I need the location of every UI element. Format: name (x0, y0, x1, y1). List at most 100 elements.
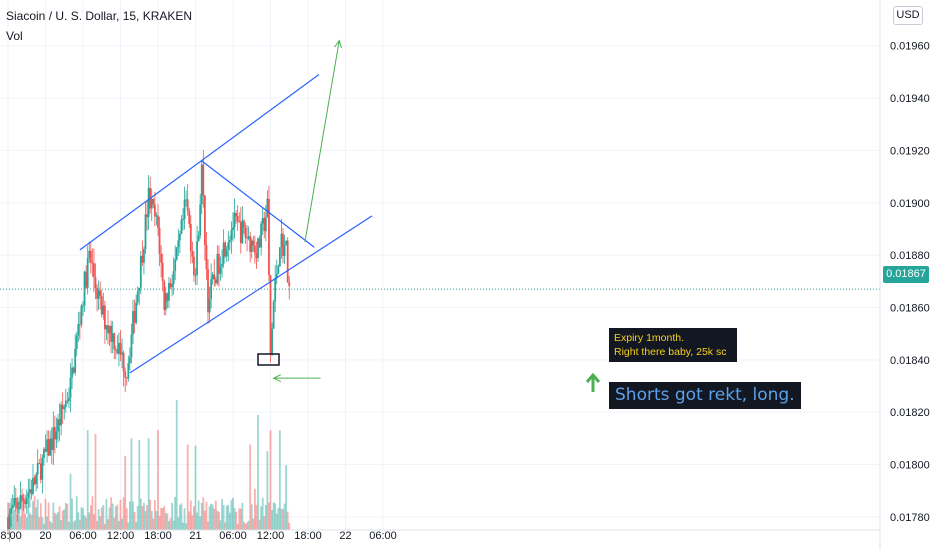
volume-bar (74, 520, 77, 530)
volume-bar (285, 465, 288, 530)
candle-body (44, 448, 47, 452)
volume-bar (133, 511, 136, 530)
currency-button[interactable]: USD (893, 6, 923, 25)
candle-body (155, 215, 158, 217)
shorts-note[interactable]: Shorts got rekt, long. (609, 382, 801, 409)
candle-body (105, 325, 108, 330)
candle-body (168, 283, 170, 301)
volume-bar (228, 512, 231, 530)
candle-body (203, 195, 206, 246)
candle-body (185, 199, 188, 201)
expiry-note[interactable]: Expiry 1month. Right there baby, 25k sc (609, 328, 737, 362)
candle-body (128, 357, 131, 364)
volume-bar (91, 496, 94, 530)
candle-body (228, 239, 231, 243)
volume-bar (47, 502, 50, 530)
expiry-note-line2: Right there baby, 25k sc (614, 346, 727, 358)
candle-body (222, 242, 225, 264)
volume-bar (93, 513, 95, 530)
candle-body (83, 271, 86, 306)
volume-bar (224, 522, 227, 530)
volume-label[interactable]: Vol (6, 29, 23, 43)
candle-body (78, 324, 81, 326)
candlesticks (7, 150, 291, 542)
volume-bar (150, 510, 153, 530)
volume-bar (39, 503, 42, 530)
volume-bar (25, 517, 28, 530)
volume-bar (143, 502, 145, 530)
candle-body (52, 427, 55, 451)
volume-bar (263, 516, 266, 530)
candle-body (271, 328, 273, 354)
volume-bar (178, 504, 181, 530)
volume-bar (107, 519, 109, 530)
candle-body (57, 419, 59, 432)
volume-bar (236, 523, 239, 530)
volume-bar (13, 509, 16, 530)
volume-bar (127, 522, 130, 530)
candle-body (16, 502, 19, 509)
candle-body (227, 242, 230, 250)
symbol-title[interactable]: Siacoin / U. S. Dollar, 15, KRAKEN (6, 9, 193, 23)
volume-bar (210, 503, 213, 530)
candle-body (163, 281, 166, 310)
candle-body (207, 268, 209, 313)
volume-bar (58, 506, 61, 530)
y-tick-label: 0.01860 (890, 302, 930, 314)
candle-body (50, 438, 53, 451)
candle-body (33, 477, 36, 485)
volume-bar (33, 496, 36, 530)
candle-body (53, 427, 56, 440)
volume-bar (283, 503, 286, 530)
candle-body (72, 367, 75, 373)
volume-bar (175, 400, 178, 530)
candle-body (211, 274, 214, 280)
candle-body (210, 279, 213, 299)
volume-bar (111, 503, 114, 530)
volume-bar (171, 502, 173, 530)
volume-bar (64, 502, 67, 530)
volume-bar (11, 504, 14, 530)
candle-body (127, 363, 130, 379)
candle-body (61, 404, 64, 410)
volume-bar (110, 497, 113, 530)
volume-bar (177, 517, 180, 530)
volume-bar (86, 430, 89, 530)
candle-body (60, 404, 63, 426)
volume-bar (230, 500, 233, 530)
candle-body (97, 290, 100, 299)
candle-body (174, 259, 177, 272)
volume-bar (160, 508, 163, 530)
volume-bar (52, 502, 55, 530)
candle-body (286, 240, 289, 283)
candle-body (113, 333, 116, 350)
volume-bar (100, 507, 103, 530)
volume-bar (155, 511, 158, 530)
volume-bar (197, 500, 200, 530)
volume-bar (113, 517, 116, 530)
x-tick-label: 18:00 (294, 530, 322, 542)
volume-bar (194, 445, 197, 530)
volume-bar (146, 505, 148, 530)
candle-body (88, 250, 91, 258)
volume-bar (183, 508, 186, 530)
candle-body (99, 290, 102, 296)
volume-bar (205, 501, 208, 530)
candle-body (166, 293, 169, 301)
projection-arrow (304, 40, 340, 243)
candle-body (285, 240, 288, 245)
candle-body (47, 439, 50, 456)
volume-bar (255, 504, 258, 530)
candle-body (244, 227, 247, 238)
volume-bar (114, 506, 117, 530)
candle-body (180, 219, 183, 234)
grid (0, 0, 880, 530)
candle-body (19, 495, 22, 509)
candle-body (58, 419, 61, 426)
candle-body (138, 287, 141, 292)
volume-bar (116, 504, 119, 530)
volume-bar (168, 521, 170, 530)
volume-bar (21, 498, 23, 530)
candle-body (178, 233, 181, 241)
